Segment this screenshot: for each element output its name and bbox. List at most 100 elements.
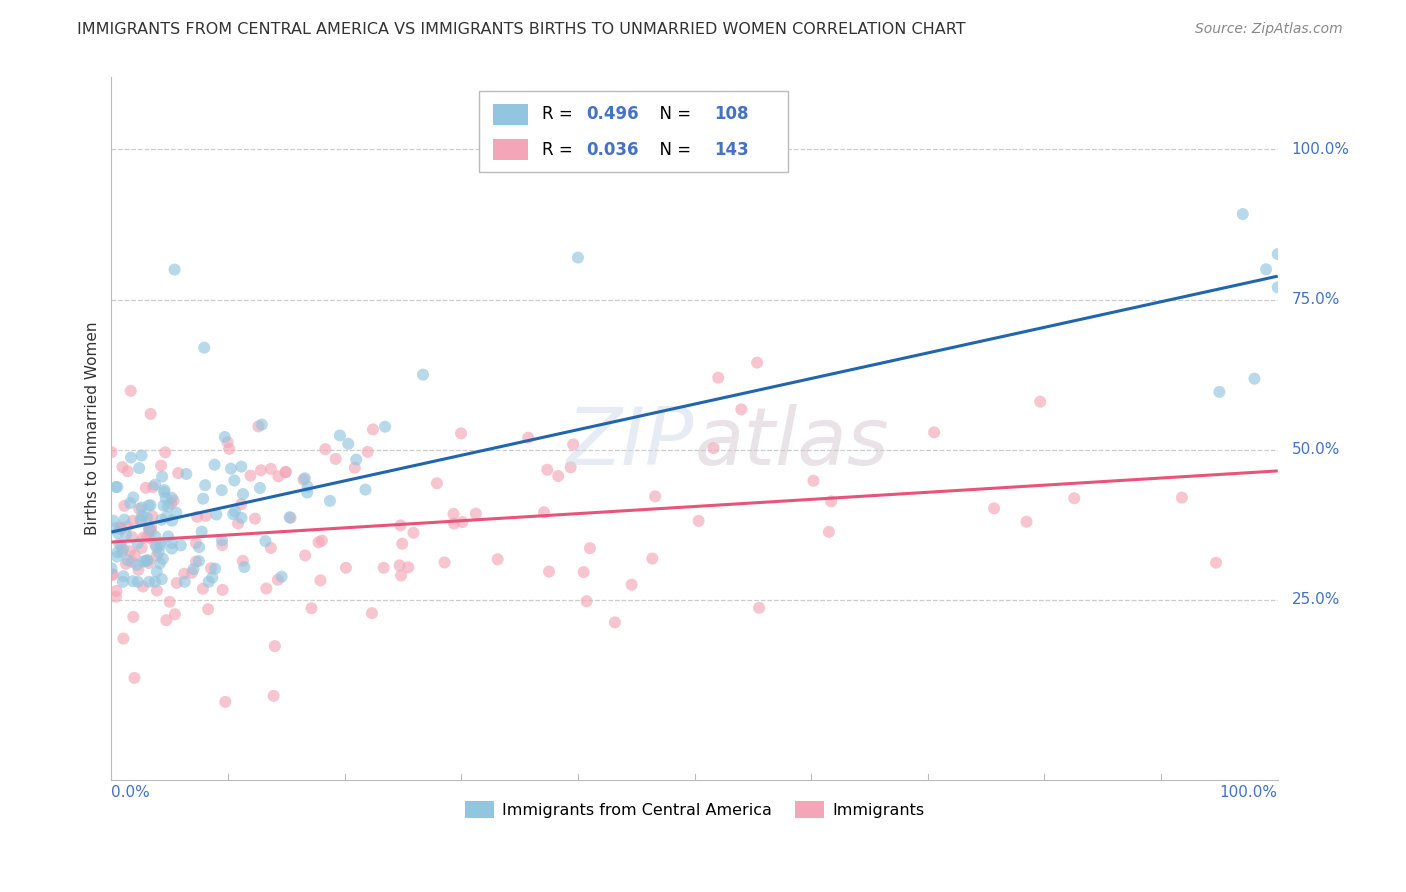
Point [319, 494, 342, 508]
Point [143, 537, 166, 551]
Point [536, 463, 558, 477]
Point [101, 567, 124, 582]
Point [1243, 372, 1265, 386]
Point [108, 537, 131, 551]
Point [231, 511, 253, 525]
Point [122, 610, 145, 624]
Point [157, 529, 180, 543]
Point [117, 553, 139, 567]
Point [162, 493, 184, 508]
Point [104, 480, 127, 494]
Point [112, 499, 135, 513]
Point [103, 514, 125, 528]
Point [159, 595, 181, 609]
Point [145, 540, 167, 554]
Point [163, 607, 186, 622]
Point [153, 483, 176, 497]
Point [1063, 491, 1085, 506]
Point [211, 582, 233, 597]
Text: IMMIGRANTS FROM CENTRAL AMERICA VS IMMIGRANTS BIRTHS TO UNMARRIED WOMEN CORRELAT: IMMIGRANTS FROM CENTRAL AMERICA VS IMMIG… [77, 22, 966, 37]
Point [232, 554, 254, 568]
Point [1208, 384, 1230, 399]
Point [124, 548, 146, 562]
Point [200, 561, 222, 575]
Point [301, 601, 323, 615]
Point [426, 476, 449, 491]
Point [115, 557, 138, 571]
Point [176, 467, 198, 481]
Point [344, 452, 367, 467]
Point [1029, 394, 1052, 409]
Point [250, 417, 273, 432]
Point [121, 574, 143, 589]
Point [142, 480, 165, 494]
Text: N =: N = [650, 105, 696, 123]
Point [160, 497, 183, 511]
Point [325, 451, 347, 466]
Point [211, 483, 233, 498]
Point [260, 462, 283, 476]
Point [136, 553, 159, 567]
Point [337, 437, 360, 451]
Point [101, 568, 124, 582]
Point [184, 555, 207, 569]
Point [135, 554, 157, 568]
Point [560, 460, 582, 475]
Point [111, 460, 134, 475]
Point [136, 553, 159, 567]
Point [152, 499, 174, 513]
Point [136, 510, 159, 524]
Point [231, 459, 253, 474]
Y-axis label: Births to Unmarried Women: Births to Unmarried Women [86, 322, 100, 535]
Point [138, 556, 160, 570]
Point [132, 580, 155, 594]
Point [120, 496, 142, 510]
Point [250, 463, 273, 477]
Point [231, 497, 253, 511]
Point [139, 524, 162, 538]
Point [131, 508, 153, 523]
Point [443, 516, 465, 531]
Point [820, 494, 842, 508]
Point [111, 574, 134, 589]
Legend: Immigrants from Central America, Immigrants: Immigrants from Central America, Immigra… [458, 795, 931, 825]
Point [122, 491, 145, 505]
Point [138, 574, 160, 589]
Point [575, 594, 598, 608]
Point [104, 521, 127, 535]
Point [1254, 262, 1277, 277]
Point [224, 504, 246, 518]
Point [644, 489, 666, 503]
Point [267, 469, 290, 483]
Point [139, 498, 162, 512]
Point [180, 566, 202, 580]
Point [219, 461, 242, 475]
Point [308, 535, 330, 549]
Point [183, 562, 205, 576]
Point [280, 511, 302, 525]
Point [688, 514, 710, 528]
Point [190, 524, 212, 539]
Point [311, 533, 333, 548]
Point [641, 551, 664, 566]
Point [217, 435, 239, 450]
Point [451, 515, 474, 529]
Point [139, 407, 162, 421]
Point [193, 341, 215, 355]
Text: 75.0%: 75.0% [1292, 292, 1340, 307]
Point [115, 519, 138, 533]
Point [239, 468, 262, 483]
Point [149, 557, 172, 571]
Point [450, 426, 472, 441]
Point [620, 577, 643, 591]
Point [107, 525, 129, 540]
Point [160, 514, 183, 528]
Point [1267, 280, 1289, 294]
Point [214, 695, 236, 709]
Point [138, 522, 160, 536]
Point [356, 445, 378, 459]
Bar [492, 103, 527, 125]
Point [297, 480, 319, 494]
Text: ZIP: ZIP [567, 404, 695, 482]
Point [354, 483, 377, 497]
